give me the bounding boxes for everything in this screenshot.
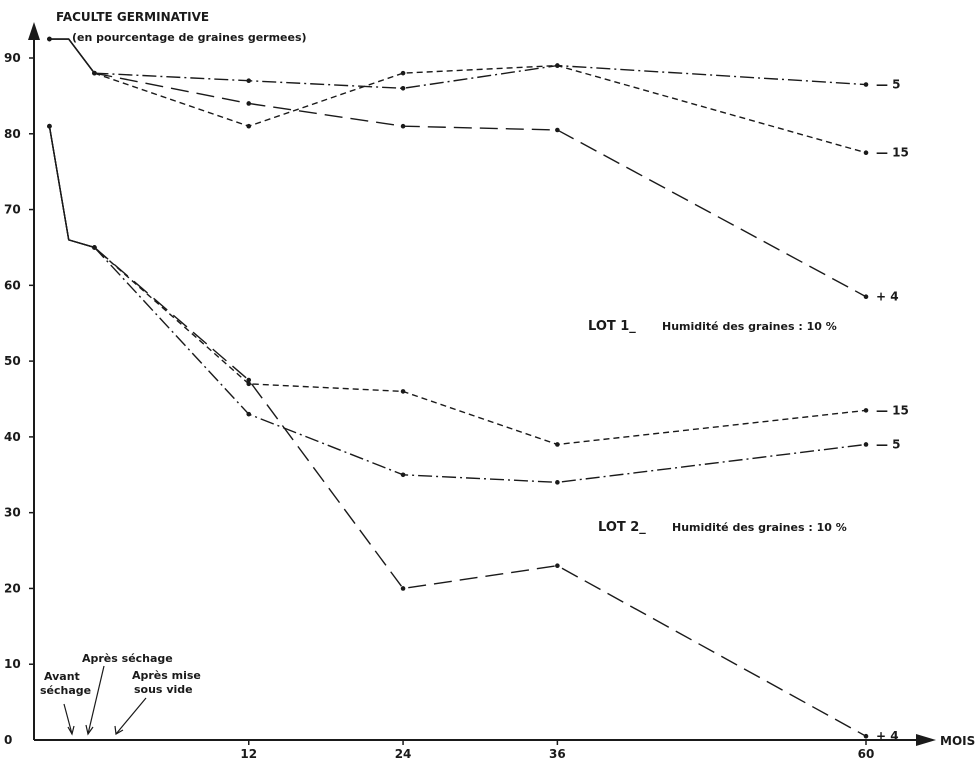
- chart-title: FACULTE GERMINATIVE: [56, 10, 209, 24]
- series-line: [93, 246, 867, 484]
- y-tick-label: 90: [4, 51, 21, 65]
- series-line-solid: [48, 126, 95, 249]
- y-tick-label: 30: [4, 506, 21, 520]
- lot1-note: Humidité des graines : 10 %: [662, 320, 837, 333]
- x-axis-label: MOIS: [940, 734, 975, 748]
- data-point: [555, 563, 560, 569]
- series-2: + 4: [47, 36, 899, 304]
- series-layer: — 5 — 15 + 4 — 15 — 5 + 4: [47, 36, 909, 743]
- data-point: [47, 123, 52, 129]
- data-point: [92, 245, 97, 250]
- series-end-label: + 4: [876, 290, 899, 304]
- x-tick-label: 24: [395, 747, 412, 760]
- y-tick-label: 50: [4, 354, 21, 368]
- y-tick-label: 20: [4, 581, 21, 595]
- data-point: [246, 411, 252, 417]
- series-5: + 4: [47, 123, 899, 743]
- chart-subtitle: (en pourcentage de graines germees): [72, 31, 307, 44]
- data-point: [400, 70, 406, 76]
- y-axis-arrowhead: [28, 22, 40, 40]
- data-point: [400, 86, 406, 91]
- phase-arrows: [63, 665, 147, 736]
- data-point: [863, 150, 869, 156]
- lot1-label: LOT 1_: [588, 319, 636, 334]
- phase-label-avant-line1: Avant: [44, 670, 80, 683]
- y-tick-label: 40: [4, 430, 21, 444]
- series-0: — 5: [47, 36, 901, 92]
- phase-label-sous-vide-line1: Après mise: [132, 669, 201, 682]
- series-1: — 15: [47, 36, 909, 160]
- data-point: [400, 389, 406, 394]
- data-point: [246, 123, 252, 129]
- data-point: [555, 63, 560, 68]
- series-line: [94, 64, 867, 90]
- data-point: [863, 82, 869, 87]
- x-tick-label: 12: [240, 747, 257, 760]
- data-point: [555, 127, 560, 133]
- series-line: [93, 246, 867, 737]
- lot2-note: Humidité des graines : 10 %: [672, 521, 847, 534]
- series-line: [93, 246, 867, 446]
- data-point: [92, 70, 97, 76]
- series-line-solid: [49, 38, 95, 74]
- series-line-solid: [48, 126, 95, 249]
- phase-label-avant-line2: séchage: [40, 684, 91, 697]
- series-line: [94, 72, 867, 298]
- series-3: — 15: [47, 123, 909, 447]
- data-point: [863, 442, 869, 447]
- data-point: [246, 78, 252, 84]
- series-end-label: — 5: [876, 437, 901, 451]
- data-point: [863, 733, 869, 739]
- y-tick-label: 60: [4, 278, 21, 292]
- series-end-label: — 5: [876, 78, 901, 92]
- lot2-label: LOT 2_: [598, 520, 646, 535]
- data-point: [863, 408, 869, 413]
- data-point: [400, 586, 406, 591]
- series-end-label: — 15: [876, 146, 909, 160]
- data-point: [246, 101, 252, 106]
- series-line-solid: [48, 126, 95, 249]
- phase-label-sous-vide-line2: sous vide: [134, 683, 193, 696]
- series-end-label: — 15: [876, 403, 909, 417]
- y-tick-label: 10: [4, 657, 21, 671]
- data-point: [246, 377, 252, 383]
- text-layer: FACULTE GERMINATIVE (en pourcentage de g…: [40, 10, 975, 748]
- x-axis-arrowhead: [916, 734, 936, 746]
- y-tick-label: 70: [4, 203, 21, 217]
- data-point: [555, 480, 560, 485]
- series-4: — 5: [47, 123, 901, 485]
- data-point: [863, 294, 869, 300]
- x-tick-label: 60: [858, 747, 875, 760]
- data-point: [400, 472, 406, 478]
- axes: 0 10 20 30 40 50 60 70 80 90 12 24 36 60: [4, 22, 936, 760]
- data-point: [400, 123, 406, 129]
- series-end-label: + 4: [876, 729, 899, 743]
- x-tick-label: 36: [549, 747, 566, 760]
- data-point: [246, 381, 252, 387]
- y-tick-label: 0: [4, 733, 12, 747]
- data-point: [47, 36, 52, 42]
- data-point: [555, 442, 560, 447]
- phase-label-apres-sechage: Après séchage: [82, 652, 173, 665]
- y-tick-label: 80: [4, 127, 21, 141]
